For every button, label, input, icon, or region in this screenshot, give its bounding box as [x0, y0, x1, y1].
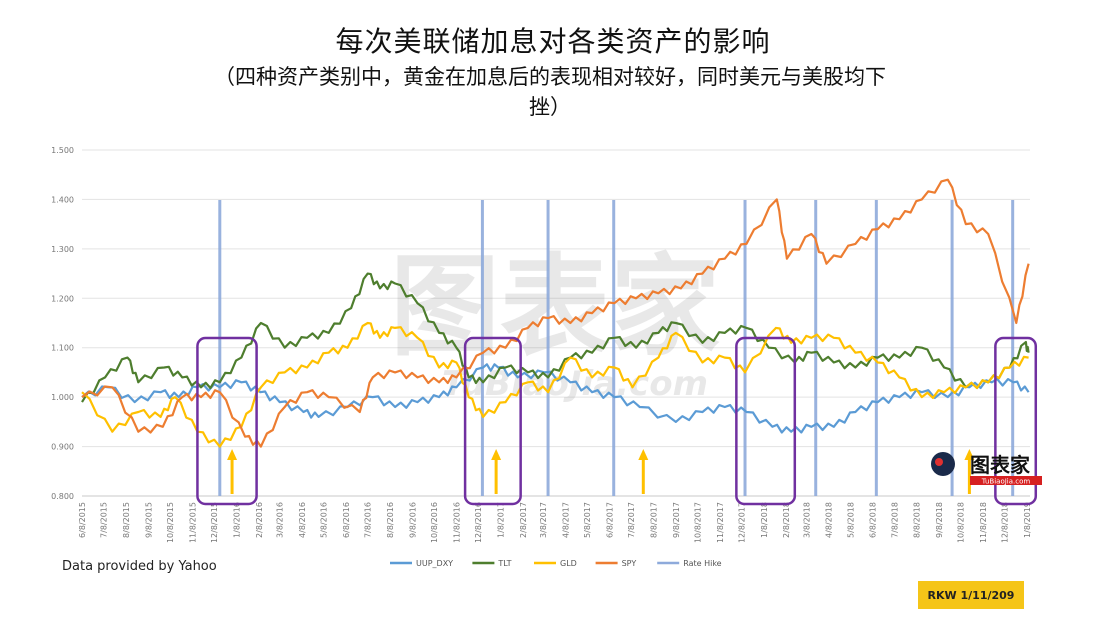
- y-tick-label: 1.200: [51, 294, 74, 303]
- x-tick-label: 7/8/2016: [364, 502, 373, 538]
- series-line-gld: [81, 321, 1029, 448]
- logo-mascot-icon: [931, 452, 955, 476]
- y-tick-label: 1.500: [51, 146, 74, 155]
- x-tick-label: 10/8/2016: [430, 502, 439, 543]
- y-tick-label: 0.800: [51, 492, 74, 501]
- highlight-boxes: [196, 336, 1038, 506]
- x-tick-label: 11/8/2018: [979, 502, 988, 543]
- legend: UUP_DXY TLT GLD SPY Rate Hike: [390, 559, 722, 568]
- gold-arrow-head: [638, 449, 649, 460]
- x-tick-label: 1/8/2017: [496, 502, 505, 538]
- y-tick-label: 1.100: [51, 344, 74, 353]
- series-line-uup_dxy: [81, 363, 1030, 434]
- x-tick-label: 3/8/2018: [802, 502, 811, 538]
- x-tick-label: 1/8/2018: [760, 502, 769, 538]
- page-title: 每次美联储加息对各类资产的影响: [335, 25, 771, 58]
- series-line-spy: [81, 178, 1030, 448]
- date-stamp: RKW 1/11/209: [918, 581, 1024, 609]
- gridlines: [82, 149, 1030, 497]
- watermark-brand-cn: 图表家: [390, 243, 720, 371]
- x-tick-label: 9/8/2016: [408, 502, 417, 538]
- x-tick-label: 12/8/2018: [1001, 502, 1010, 543]
- x-tick-label: 5/8/2017: [583, 502, 592, 538]
- series-line-tlt: [81, 272, 1030, 403]
- x-tick-label: 3/8/2016: [276, 502, 285, 538]
- y-tick-label: 1.300: [51, 245, 74, 254]
- x-axis-ticks: 6/8/2015 7/8/2015 8/8/2015 9/8/2015 10/8/201…: [78, 502, 1032, 543]
- series-lines: [81, 178, 1030, 448]
- x-tick-label: 8/8/2018: [913, 502, 922, 538]
- x-tick-label: 7/8/2017: [627, 502, 636, 538]
- gold-arrow-head: [491, 449, 502, 460]
- x-tick-label: 9/8/2018: [935, 502, 944, 538]
- x-tick-label: 4/8/2018: [825, 502, 834, 538]
- x-tick-label: 2/8/2018: [782, 502, 791, 538]
- x-tick-label: 6/8/2015: [78, 502, 87, 538]
- highlight-box: [196, 336, 258, 506]
- x-tick-label: 6/8/2018: [869, 502, 878, 538]
- x-tick-label: 10/8/2017: [693, 502, 702, 543]
- x-tick-label: 11/8/2016: [452, 502, 461, 543]
- x-tick-label: 1/8/2019: [1023, 502, 1032, 538]
- x-tick-label: 10/8/2018: [957, 502, 966, 543]
- x-tick-label: 12/8/2017: [737, 502, 746, 543]
- x-tick-label: 11/8/2015: [188, 502, 197, 543]
- x-tick-label: 6/8/2017: [605, 502, 614, 538]
- x-tick-label: 8/8/2017: [649, 502, 658, 538]
- gold-arrows: [227, 449, 975, 494]
- y-tick-label: 1.400: [51, 195, 74, 204]
- x-tick-label: 6/8/2016: [342, 502, 351, 538]
- gold-arrow-head: [964, 449, 975, 460]
- y-tick-label: 0.900: [51, 443, 74, 452]
- legend-label: TLT: [497, 559, 511, 568]
- x-tick-label: 11/8/2017: [716, 502, 725, 543]
- logo-brand-en: TuBiaoJia.com: [981, 478, 1031, 486]
- x-tick-label: 4/8/2017: [561, 502, 570, 538]
- x-tick-label: 8/8/2015: [122, 502, 131, 538]
- watermark-brand-en: TuBiaoJia.com: [442, 364, 708, 404]
- logo-en-bg: [970, 476, 1042, 485]
- highlight-box: [463, 336, 522, 506]
- gold-arrow-head: [227, 449, 238, 460]
- legend-label: Rate Hike: [683, 559, 721, 568]
- x-tick-label: 5/8/2018: [846, 502, 855, 538]
- highlight-box: [994, 336, 1038, 506]
- x-tick-label: 1/8/2016: [232, 502, 241, 538]
- legend-label: SPY: [622, 559, 637, 568]
- x-tick-label: 8/8/2016: [386, 502, 395, 538]
- x-tick-label: 12/8/2015: [210, 502, 219, 543]
- x-tick-label: 2/8/2016: [255, 502, 264, 538]
- data-credit: Data provided by Yahoo: [62, 559, 217, 574]
- x-tick-label: 3/8/2017: [539, 502, 548, 538]
- x-tick-label: 10/8/2015: [166, 502, 175, 543]
- x-tick-label: 4/8/2016: [298, 502, 307, 538]
- logo-brand-cn: 图表家: [970, 453, 1031, 477]
- x-tick-label: 9/8/2015: [144, 502, 153, 538]
- highlight-box: [735, 336, 797, 506]
- brand-logo: 图表家 TuBiaoJia.com: [931, 452, 1042, 486]
- x-tick-label: 5/8/2016: [320, 502, 329, 538]
- legend-label: UUP_DXY: [416, 559, 453, 568]
- x-tick-label: 2/8/2017: [519, 502, 528, 538]
- x-tick-label: 7/8/2015: [100, 502, 109, 538]
- legend-label: GLD: [560, 559, 577, 568]
- page-subtitle: （四种资产类别中，黄金在加息后的表现相对较好，同时美元与美股均下挫）: [214, 65, 886, 119]
- x-tick-label: 7/8/2018: [890, 502, 899, 538]
- watermark: 图表家 TuBiaoJia.com: [390, 243, 720, 404]
- x-tick-label: 9/8/2017: [672, 502, 681, 538]
- logo-mascot-eye-icon: [935, 458, 943, 466]
- y-axis-ticks: 0.800 0.900 1.000 1.100 1.200 1.300 1.400 1.500: [51, 146, 74, 501]
- x-tick-label: 12/8/2016: [474, 502, 483, 543]
- y-tick-label: 1.000: [51, 393, 74, 402]
